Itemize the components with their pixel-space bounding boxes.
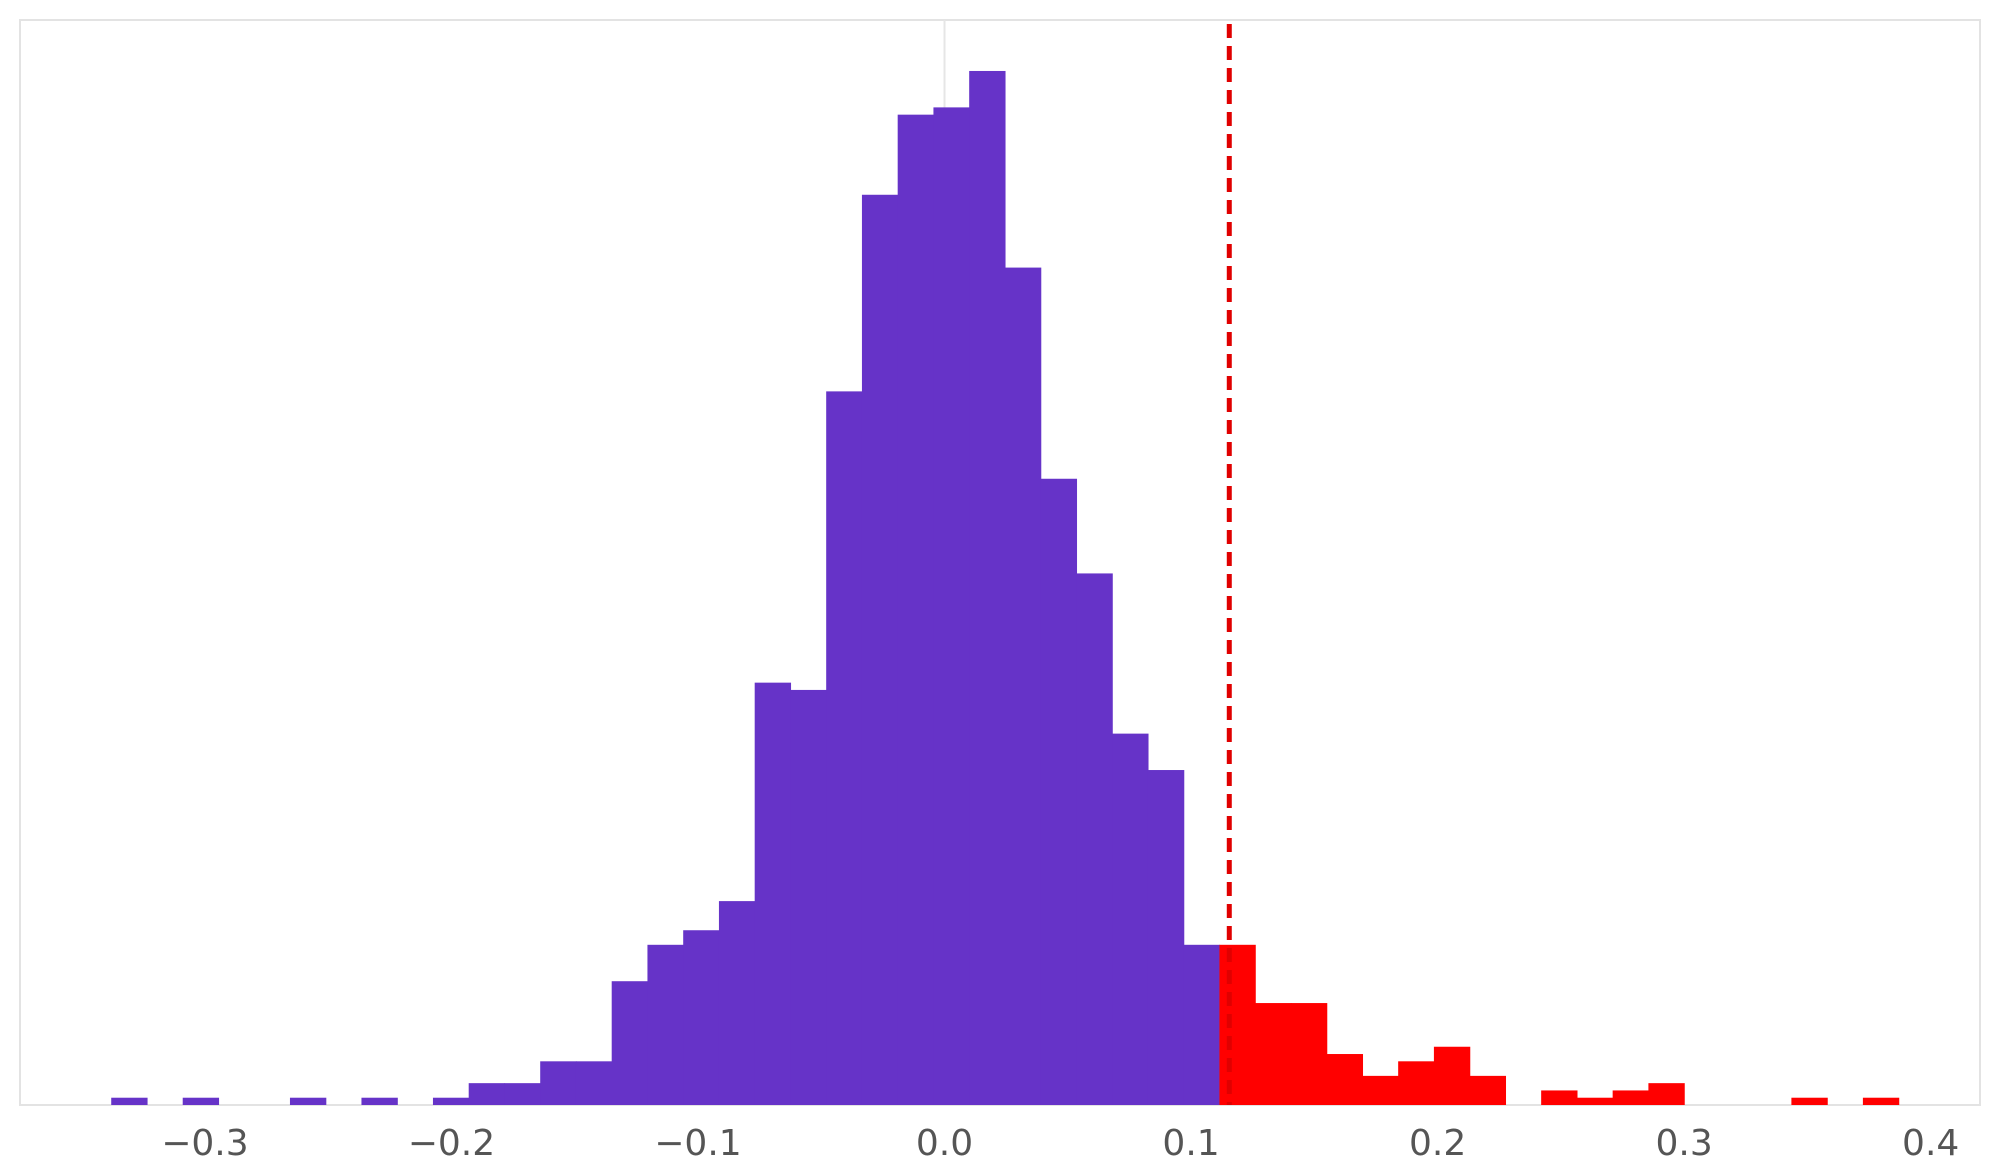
histogram-bar-22	[897, 114, 935, 1105]
histogram-bar-0	[111, 1097, 148, 1105]
x-tick-label-1: −0.2	[408, 1123, 495, 1164]
histogram-bar-37	[1433, 1046, 1471, 1105]
histogram-bar-40	[1541, 1090, 1578, 1105]
histogram-bar-28	[1112, 733, 1149, 1105]
histogram-bar-19	[790, 689, 827, 1105]
histogram-bar-23	[933, 107, 970, 1105]
x-tick-label-5: 0.2	[1409, 1123, 1466, 1164]
histogram-bar-32	[1255, 1003, 1292, 1105]
x-tick-label-0: −0.3	[161, 1123, 248, 1164]
histogram-bar-13	[575, 1061, 613, 1105]
histogram-bar-29	[1147, 770, 1185, 1105]
histogram-bar-17	[718, 901, 756, 1105]
histogram-bar-36	[1398, 1061, 1435, 1105]
histogram-bar-35	[1362, 1075, 1399, 1105]
histogram-bar-33	[1290, 1003, 1328, 1105]
histogram-bar-38	[1469, 1075, 1507, 1105]
histogram-bar-14	[611, 981, 649, 1105]
histogram-bar-15	[647, 944, 684, 1105]
histogram-bar-31	[1219, 944, 1256, 1105]
histogram-bar-18	[754, 682, 792, 1105]
x-tick-label-3: 0.0	[916, 1123, 973, 1164]
histogram-bar-34	[1326, 1054, 1364, 1105]
histogram-bar-12	[540, 1061, 577, 1105]
histogram-bar-41	[1576, 1097, 1614, 1105]
histogram-bar-26	[1040, 478, 1078, 1105]
histogram-bar-49	[1862, 1097, 1900, 1105]
x-tick-label-4: 0.1	[1162, 1123, 1219, 1164]
histogram-bar-9	[432, 1097, 470, 1105]
x-tick-label-7: 0.4	[1902, 1123, 1959, 1164]
histogram-bar-47	[1791, 1097, 1828, 1105]
x-axis-tick-labels: −0.3 −0.2 −0.1 0.0 0.1 0.2 0.3 0.4	[161, 1123, 1959, 1164]
histogram-bar-27	[1076, 573, 1113, 1105]
histogram-bar-21	[861, 194, 899, 1105]
histogram-bar-16	[683, 930, 720, 1105]
histogram-bar-10	[468, 1083, 506, 1105]
histogram-bar-30	[1183, 944, 1221, 1105]
histogram-bar-42	[1612, 1090, 1650, 1105]
histogram-bar-25	[1004, 267, 1042, 1106]
histogram-bar-7	[361, 1097, 398, 1105]
x-tick-label-2: −0.1	[654, 1123, 741, 1164]
histogram-bar-2	[182, 1097, 220, 1105]
histogram-bar-11	[504, 1083, 541, 1105]
histogram-bar-5	[289, 1097, 327, 1105]
histogram-bar-24	[969, 70, 1006, 1106]
histogram-bar-20	[826, 391, 863, 1105]
x-tick-label-6: 0.3	[1656, 1123, 1713, 1164]
histogram-bar-43	[1648, 1083, 1685, 1105]
histogram-bars	[111, 70, 1900, 1106]
